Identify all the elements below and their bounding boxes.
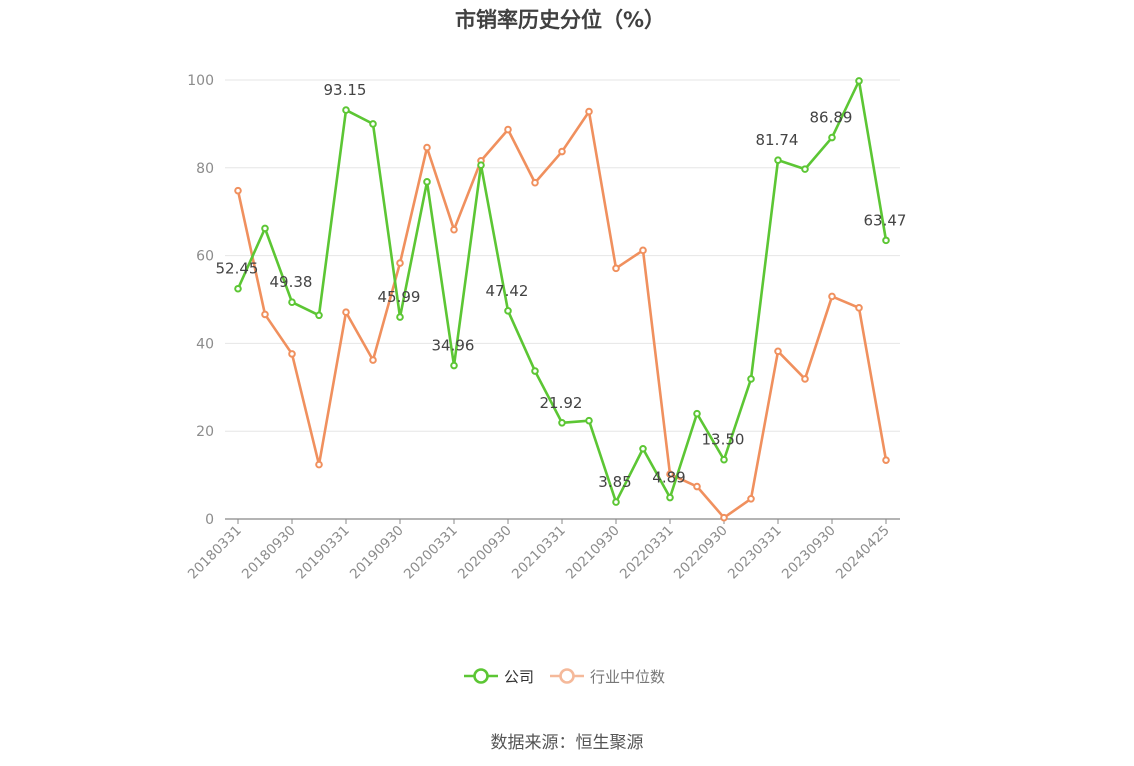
- x-tick-label: 20220930: [671, 523, 731, 583]
- series-lines: [234, 77, 890, 522]
- data-point[interactable]: [774, 156, 782, 164]
- data-point[interactable]: [450, 361, 458, 370]
- data-point[interactable]: [828, 133, 836, 142]
- data-point[interactable]: [882, 236, 890, 245]
- y-tick-label: 60: [196, 249, 214, 265]
- data-point[interactable]: [288, 298, 296, 307]
- data-point[interactable]: [261, 310, 269, 319]
- data-label: 47.42: [486, 282, 529, 300]
- x-tick-label: 20240425: [833, 523, 893, 583]
- x-tick-label: 20180930: [239, 523, 299, 583]
- data-point[interactable]: [369, 120, 377, 128]
- data-point[interactable]: [531, 178, 539, 187]
- data-point[interactable]: [423, 178, 431, 186]
- data-point[interactable]: [666, 493, 674, 502]
- data-point[interactable]: [531, 367, 539, 375]
- data-point[interactable]: [504, 307, 512, 315]
- data-point[interactable]: [855, 77, 863, 85]
- data-label: 86.89: [810, 109, 853, 127]
- data-point[interactable]: [315, 460, 323, 469]
- legend-label: 公司: [504, 668, 534, 686]
- x-tick-label: 20210331: [509, 523, 569, 583]
- x-tick-label: 20220331: [617, 523, 677, 583]
- data-point[interactable]: [504, 125, 512, 134]
- x-tick-label: 20190930: [347, 523, 407, 583]
- data-point[interactable]: [693, 482, 701, 491]
- legend-item-industry[interactable]: 行业中位数: [550, 668, 665, 686]
- x-tick-label: 20180331: [185, 523, 245, 583]
- x-tick-label: 20190331: [293, 523, 353, 583]
- y-axis: 0 20 40 60 80 100: [187, 73, 214, 528]
- data-point[interactable]: [423, 143, 431, 152]
- data-label: 93.15: [324, 81, 367, 99]
- data-point[interactable]: [720, 455, 728, 464]
- data-label: 21.92: [540, 394, 583, 412]
- data-point[interactable]: [720, 513, 728, 522]
- legend-label: 行业中位数: [590, 668, 665, 686]
- legend-circle-icon: [473, 668, 489, 684]
- x-tick-label: 20200331: [401, 523, 461, 583]
- data-point[interactable]: [585, 416, 593, 425]
- data-point[interactable]: [666, 470, 674, 479]
- data-label: 4.89: [652, 469, 685, 487]
- data-label: 45.99: [378, 288, 421, 306]
- series-line-industry: [236, 110, 888, 519]
- data-point[interactable]: [234, 284, 242, 293]
- data-label: 34.96: [432, 337, 475, 355]
- data-point[interactable]: [882, 456, 890, 464]
- data-point[interactable]: [558, 147, 566, 156]
- data-point[interactable]: [450, 225, 458, 234]
- data-point[interactable]: [261, 224, 269, 233]
- data-point[interactable]: [558, 418, 566, 427]
- legend-circle-icon: [559, 668, 575, 684]
- data-point[interactable]: [693, 409, 701, 418]
- data-point[interactable]: [315, 311, 323, 320]
- data-point[interactable]: [828, 292, 836, 301]
- x-tick-label: 20230331: [725, 523, 785, 583]
- x-axis-labels: 2018033120180930201903312019093020200331…: [185, 519, 893, 582]
- data-point[interactable]: [396, 259, 404, 267]
- chart-title: 市销率历史分位（%）: [454, 8, 666, 32]
- data-source-note: 数据来源：恒生聚源: [490, 733, 644, 753]
- data-point[interactable]: [234, 186, 242, 195]
- data-point[interactable]: [612, 264, 620, 273]
- data-labels: 52.45 49.38 93.15 45.99 34.96 47.42 21.92 3.85 4…: [216, 81, 907, 491]
- data-point[interactable]: [612, 498, 620, 506]
- data-point[interactable]: [288, 350, 296, 358]
- y-tick-label: 40: [196, 336, 214, 352]
- data-label: 13.50: [702, 431, 745, 449]
- data-label: 63.47: [864, 211, 907, 229]
- x-tick-label: 20210930: [563, 523, 623, 583]
- y-tick-label: 0: [205, 512, 214, 528]
- data-point[interactable]: [342, 308, 350, 317]
- data-point[interactable]: [801, 375, 809, 383]
- data-point[interactable]: [639, 246, 647, 255]
- data-point[interactable]: [342, 106, 350, 114]
- legend-item-company[interactable]: 公司: [464, 668, 534, 686]
- x-tick-label: 20200930: [455, 523, 515, 583]
- data-point[interactable]: [747, 495, 755, 503]
- data-point[interactable]: [774, 347, 782, 356]
- data-point[interactable]: [801, 165, 809, 173]
- data-label: 49.38: [270, 273, 313, 291]
- data-point[interactable]: [396, 313, 404, 321]
- data-point[interactable]: [477, 161, 485, 169]
- data-point[interactable]: [369, 356, 377, 364]
- legend[interactable]: 公司 行业中位数: [464, 668, 665, 686]
- data-point[interactable]: [855, 304, 863, 312]
- y-tick-label: 100: [187, 73, 214, 89]
- data-point[interactable]: [585, 107, 593, 116]
- data-point[interactable]: [639, 444, 647, 453]
- data-label: 81.74: [756, 131, 799, 149]
- y-tick-label: 80: [196, 161, 214, 177]
- data-label: 52.45: [216, 260, 259, 278]
- y-tick-label: 20: [196, 424, 214, 440]
- data-point[interactable]: [747, 375, 755, 383]
- x-tick-label: 20230930: [779, 523, 839, 583]
- data-label: 3.85: [598, 473, 631, 491]
